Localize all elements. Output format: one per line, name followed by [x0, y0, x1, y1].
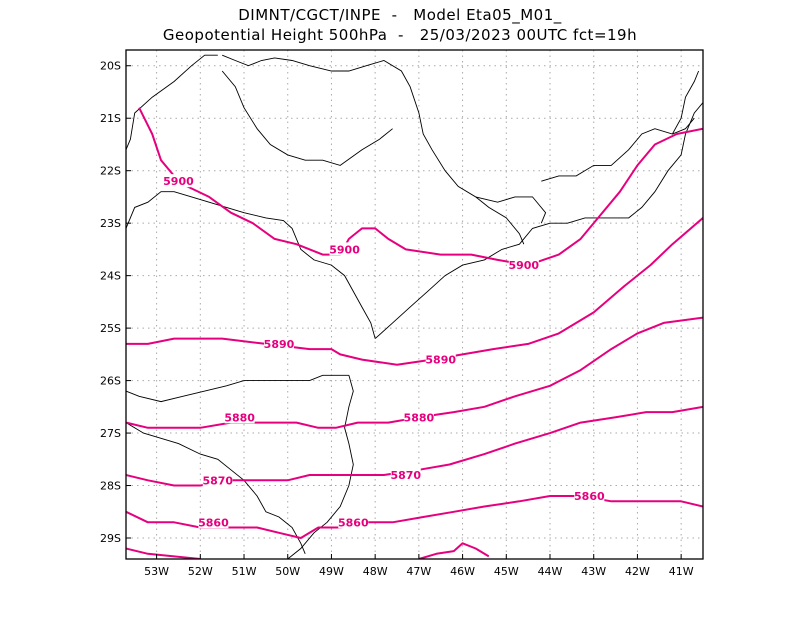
y-tick-label: 22S: [100, 165, 121, 178]
contour-label-bg: [338, 515, 369, 529]
x-tick-label: 53W: [144, 565, 169, 578]
chart-title-line-1: DIMNT/CGCT/INPE - Model Eta05_M01_: [238, 6, 562, 24]
contour-label-bg: [508, 258, 539, 272]
contour-label-bg: [574, 489, 605, 503]
boundary-line: [672, 70, 700, 135]
y-tick-label: 20S: [100, 60, 121, 73]
y-tick-label: 27S: [100, 427, 121, 440]
contour-label: 5880: [224, 411, 255, 424]
contour-label-bg: [329, 242, 360, 256]
contour-label-bg: [224, 410, 255, 424]
contour-label-bg: [403, 410, 434, 424]
y-tick-label: 23S: [100, 217, 121, 230]
x-tick-label: 41W: [669, 565, 694, 578]
x-tick-label: 52W: [188, 565, 213, 578]
y-tick-label: 29S: [100, 532, 121, 545]
contour-label: 5860: [198, 516, 229, 529]
contour-label: 5890: [264, 338, 295, 351]
x-tick-label: 43W: [581, 565, 606, 578]
chart-title-line-2: Geopotential Height 500hPa - 25/03/2023 …: [162, 26, 638, 44]
x-axis: 53W 52W 51W 50W 49W 48W 47W 46W 45W 44W 43W 42W 41W: [144, 554, 694, 578]
boundary-line: [374, 102, 703, 339]
boundary-line: [126, 191, 376, 339]
x-tick-label: 46W: [450, 565, 475, 578]
y-axis: 20S 21S 22S 23S 24S 25S 26S 27S 28S 29S: [100, 60, 131, 545]
coastlines-and-borders: [126, 54, 703, 559]
y-tick-label: 26S: [100, 375, 121, 388]
contour-label-bg: [163, 174, 194, 188]
boundary-line: [541, 117, 695, 182]
contour-label: 5900: [329, 243, 360, 256]
contour-label-bg: [198, 515, 229, 529]
boundary-line: [475, 196, 525, 245]
contour-label-bg: [425, 352, 456, 366]
boundary-line: [221, 70, 393, 166]
x-tick-label: 50W: [275, 565, 300, 578]
contour-5890: [126, 217, 703, 366]
contour-label-bg: [263, 336, 294, 350]
x-tick-label: 47W: [406, 565, 431, 578]
contour-5850: [126, 547, 201, 559]
contour-5880: [126, 316, 703, 429]
boundary-line: [287, 375, 354, 559]
contour-label-bg: [202, 473, 233, 487]
contour-label: 5900: [163, 175, 194, 188]
x-tick-label: 45W: [494, 565, 519, 578]
y-tick-label: 24S: [100, 270, 121, 283]
x-tick-label: 48W: [363, 565, 388, 578]
y-tick-label: 21S: [100, 112, 121, 125]
contour-label: 5900: [508, 259, 539, 272]
x-tick-label: 42W: [625, 565, 650, 578]
boundary-line: [222, 54, 547, 224]
contour-label: 5870: [202, 474, 233, 487]
x-tick-label: 51W: [232, 565, 257, 578]
contour-5850: [418, 542, 490, 559]
plot-frame: [125, 49, 704, 560]
contour-labels: 5900 5900 5900 5890 5890 5880 5880 5870 5870 5860…: [163, 174, 605, 529]
contour-label-bg: [390, 468, 421, 482]
contour-label: 5860: [574, 490, 605, 503]
contour-label: 5860: [338, 516, 369, 529]
contour-5900: [138, 107, 703, 267]
x-tick-label: 44W: [538, 565, 563, 578]
boundary-line: [126, 54, 218, 150]
y-tick-label: 25S: [100, 322, 121, 335]
contour-label: 5880: [404, 411, 435, 424]
y-tick-label: 28S: [100, 480, 121, 493]
boundary-line: [126, 422, 306, 554]
boundary-line: [126, 374, 349, 403]
contour-label: 5870: [390, 469, 421, 482]
x-tick-label: 49W: [319, 565, 344, 578]
contour-label: 5890: [425, 354, 456, 367]
height-contours: [126, 107, 703, 559]
